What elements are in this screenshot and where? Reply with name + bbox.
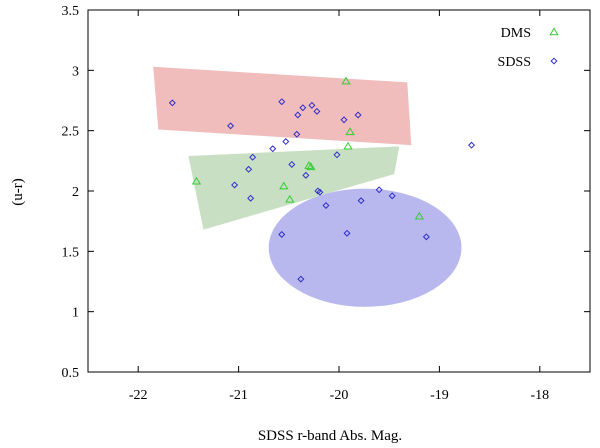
sdss-point xyxy=(316,188,324,196)
sdss-point xyxy=(299,104,307,112)
sdss-point xyxy=(227,122,235,130)
sdss-point xyxy=(354,111,362,119)
sdss-point xyxy=(388,192,396,200)
y-tick-label: 1 xyxy=(72,306,79,321)
sdss-point xyxy=(231,181,239,189)
data-points xyxy=(168,76,476,283)
dms-point xyxy=(285,194,295,203)
dms-point xyxy=(345,127,355,136)
blue-region xyxy=(268,188,462,307)
series-sdss xyxy=(168,98,476,283)
dms-point xyxy=(279,181,289,190)
x-tick-label: -21 xyxy=(229,388,248,403)
axis-ticks: -22 -21 -20 -19 -18 0.5 1 1.5 2 2.5 3 3.5 xyxy=(62,4,590,403)
sdss-point xyxy=(313,107,321,115)
sdss-point xyxy=(322,201,330,209)
sdss-point xyxy=(333,151,341,159)
sdss-point xyxy=(340,116,348,124)
legend-label-dms: DMS xyxy=(501,26,531,41)
x-tick-label: -20 xyxy=(330,388,349,403)
y-tick-label: 0.5 xyxy=(62,366,80,381)
sdss-point xyxy=(294,111,302,119)
sdss-point xyxy=(302,171,310,179)
legend: DMS SDSS xyxy=(498,26,559,70)
dms-point xyxy=(414,211,424,220)
highlight-regions xyxy=(153,66,462,307)
red-region xyxy=(153,66,412,146)
dms-point xyxy=(343,141,353,150)
sdss-point xyxy=(278,230,286,238)
sdss-point xyxy=(343,229,351,237)
sdss-point xyxy=(269,145,277,153)
sdss-point xyxy=(357,197,365,205)
legend-marker-symbol xyxy=(550,57,558,65)
y-tick-label: 3.5 xyxy=(62,4,80,19)
y-tick-label: 2.5 xyxy=(62,125,80,140)
green-region xyxy=(188,146,400,230)
sdss-point xyxy=(375,186,383,194)
x-tick-label: -22 xyxy=(129,388,148,403)
legend-label-sdss: SDSS xyxy=(498,55,531,70)
sdss-point xyxy=(247,194,255,202)
sdss-point xyxy=(168,99,176,107)
sdss-point xyxy=(278,98,286,106)
y-axis-title: (u-r) xyxy=(10,178,26,205)
sdss-point xyxy=(293,130,301,138)
x-axis-title: SDSS r-band Abs. Mag. xyxy=(258,428,402,444)
sdss-point xyxy=(297,275,305,283)
legend-marker-dms xyxy=(549,27,559,36)
dms-point xyxy=(341,76,351,85)
sdss-point xyxy=(282,138,290,146)
dms-point xyxy=(306,162,316,171)
sdss-point xyxy=(288,160,296,168)
y-tick-label: 3 xyxy=(72,64,79,79)
sdss-point xyxy=(245,165,253,173)
dms-point xyxy=(191,176,202,185)
sdss-point xyxy=(249,153,257,161)
legend-marker-symbol xyxy=(549,27,559,36)
x-tick-label: -18 xyxy=(530,388,549,403)
y-tick-label: 1.5 xyxy=(62,245,80,260)
y-tick-label: 2 xyxy=(72,185,79,200)
legend-marker-sdss xyxy=(550,57,558,65)
series-dms xyxy=(191,76,424,220)
sdss-point xyxy=(468,141,476,149)
dms-point xyxy=(304,161,314,169)
sdss-point xyxy=(308,101,316,109)
x-tick-label: -19 xyxy=(430,388,449,403)
sdss-point xyxy=(422,233,430,241)
